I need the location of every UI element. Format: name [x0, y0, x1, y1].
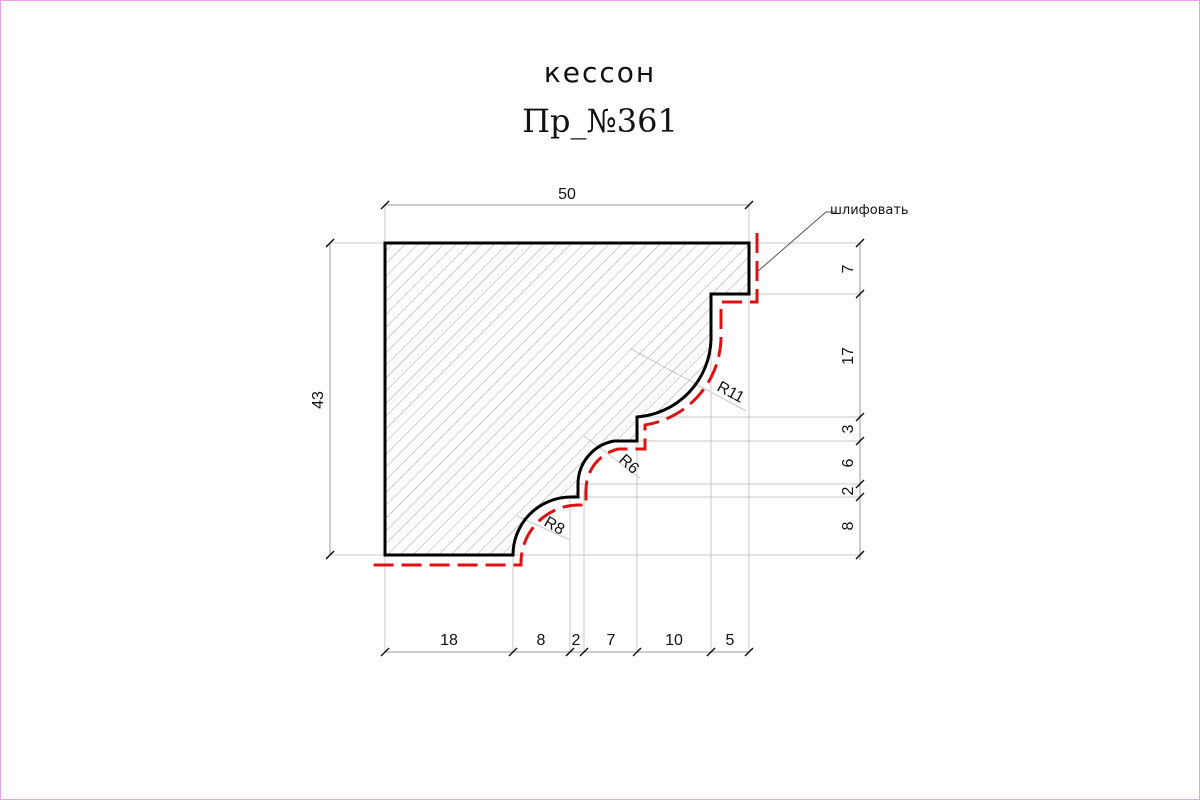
drawing-title: кессон [543, 56, 657, 89]
dim-right-3: 3 [840, 424, 857, 433]
dim-bottom-18: 18 [440, 632, 458, 649]
dimension-lines [329, 204, 861, 653]
note-leader [756, 211, 836, 273]
sanding-note: шлифовать [830, 203, 909, 218]
finish-line [373, 233, 759, 567]
dim-bottom-8: 8 [537, 632, 546, 649]
radius-label-r6: R6 [615, 451, 642, 477]
dim-bottom-10: 10 [665, 632, 683, 649]
dim-width-total: 50 [558, 186, 576, 203]
dim-right-17: 17 [840, 347, 857, 365]
extension-lines [330, 205, 860, 652]
profile-number: Пр_№361 [522, 102, 678, 140]
dim-right-7: 7 [840, 264, 857, 273]
dim-height-total: 43 [310, 391, 327, 409]
dim-bottom-2: 2 [572, 632, 581, 649]
dim-bottom-5: 5 [726, 632, 735, 649]
dim-right-2: 2 [840, 486, 857, 495]
dim-bottom-7: 7 [607, 632, 616, 649]
dim-right-6: 6 [840, 458, 857, 467]
profile-section [383, 241, 751, 557]
dim-right-8: 8 [840, 521, 857, 530]
dimension-ticks [325, 200, 865, 657]
